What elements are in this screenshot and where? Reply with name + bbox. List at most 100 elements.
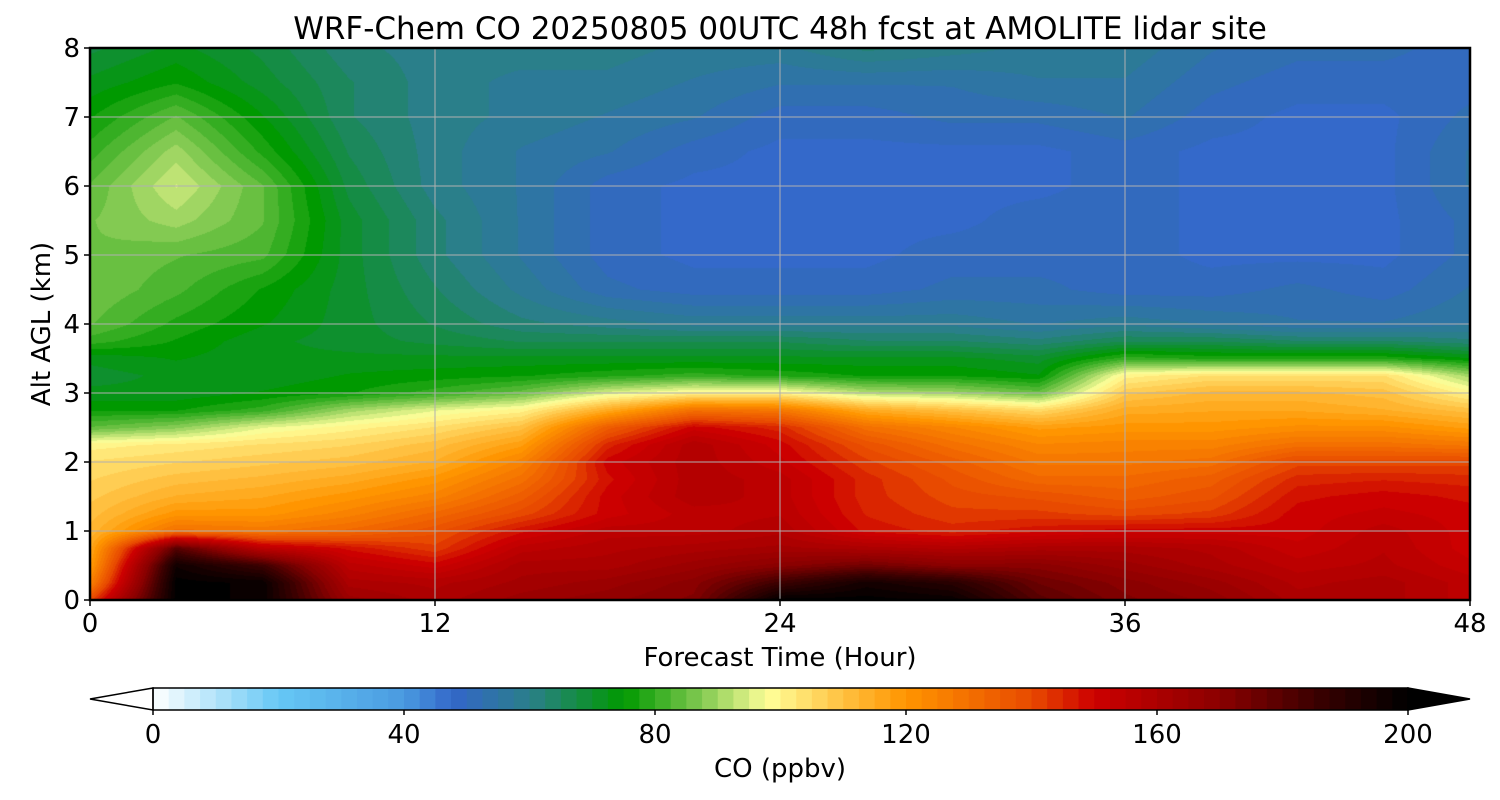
colorbar-swatch bbox=[592, 688, 609, 710]
colorbar-swatch bbox=[968, 688, 986, 710]
colorbar-swatch bbox=[388, 688, 405, 710]
y-axis-label: Alt AGL (km) bbox=[27, 242, 57, 406]
colorbar-swatch bbox=[733, 688, 750, 710]
colorbar-swatch bbox=[670, 688, 687, 710]
colorbar-swatch bbox=[215, 688, 233, 710]
colorbar-swatch bbox=[356, 688, 374, 710]
colorbar-swatch bbox=[1376, 688, 1393, 710]
colorbar-swatch bbox=[341, 688, 358, 710]
colorbar-swatch bbox=[890, 688, 907, 710]
x-tick-label: 36 bbox=[1108, 609, 1141, 639]
colorbar-swatch bbox=[1078, 688, 1095, 710]
colorbar-swatch bbox=[953, 688, 970, 710]
colorbar-swatch bbox=[1235, 688, 1252, 710]
colorbar-swatch bbox=[576, 688, 593, 710]
colorbar-swatch bbox=[1188, 688, 1205, 710]
colorbar-swatch bbox=[560, 688, 578, 710]
colorbar-swatch bbox=[1282, 688, 1299, 710]
colorbar-swatch bbox=[686, 688, 703, 710]
colorbar-swatch bbox=[906, 688, 923, 710]
colorbar-swatch bbox=[1047, 688, 1064, 710]
colorbar-swatch bbox=[858, 688, 876, 710]
colorbar-swatch bbox=[262, 688, 280, 710]
colorbar-swatch bbox=[1109, 688, 1127, 710]
colorbar-tick-label: 40 bbox=[387, 720, 420, 750]
colorbar-swatch bbox=[874, 688, 891, 710]
y-tick-label: 4 bbox=[63, 310, 80, 340]
colorbar-swatch bbox=[231, 688, 248, 710]
x-axis-label: Forecast Time (Hour) bbox=[643, 643, 916, 673]
y-tick-label: 7 bbox=[63, 103, 80, 133]
colorbar-swatch bbox=[984, 688, 1001, 710]
colorbar-swatch bbox=[717, 688, 735, 710]
x-tick-label: 48 bbox=[1453, 609, 1486, 639]
y-tick-label: 1 bbox=[63, 517, 80, 547]
colorbar-tick-label: 200 bbox=[1383, 720, 1433, 750]
colorbar-swatch bbox=[843, 688, 860, 710]
y-tick-label: 2 bbox=[63, 448, 80, 478]
colorbar-swatch bbox=[153, 688, 170, 710]
colorbar-swatch bbox=[1000, 688, 1017, 710]
colorbar-tick-label: 0 bbox=[145, 720, 162, 750]
colorbar-swatch bbox=[749, 688, 766, 710]
colorbar-swatch bbox=[513, 688, 531, 710]
colorbar-swatch bbox=[435, 688, 452, 710]
colorbar-tick-label: 80 bbox=[638, 720, 671, 750]
colorbar-tick-label: 160 bbox=[1132, 720, 1182, 750]
colorbar-swatch bbox=[1157, 688, 1174, 710]
colorbar-swatch bbox=[607, 688, 625, 710]
colorbar-swatch bbox=[1094, 688, 1111, 710]
colorbar-swatch bbox=[1298, 688, 1315, 710]
colorbar-swatch bbox=[278, 688, 295, 710]
colorbar-swatch bbox=[1204, 688, 1221, 710]
colorbar-swatch bbox=[168, 688, 185, 710]
colorbar-swatch bbox=[1141, 688, 1158, 710]
colorbar-swatch bbox=[451, 688, 468, 710]
colorbar-swatch bbox=[200, 688, 217, 710]
colorbar-swatch bbox=[1313, 688, 1331, 710]
y-tick-label: 8 bbox=[63, 34, 80, 64]
colorbar-swatch bbox=[184, 688, 201, 710]
colorbar-swatch bbox=[1360, 688, 1378, 710]
colorbar-swatch bbox=[921, 688, 938, 710]
colorbar-swatch bbox=[372, 688, 389, 710]
colorbar-swatch bbox=[1125, 688, 1142, 710]
colorbar-swatch bbox=[639, 688, 656, 710]
colorbar-swatch bbox=[498, 688, 515, 710]
colorbar-swatch bbox=[623, 688, 640, 710]
y-tick-label: 3 bbox=[63, 379, 80, 409]
colorbar-swatch bbox=[419, 688, 436, 710]
x-tick-label: 0 bbox=[82, 609, 99, 639]
colorbar-label: CO (ppbv) bbox=[714, 754, 846, 784]
colorbar-swatch bbox=[1345, 688, 1362, 710]
y-tick-label: 6 bbox=[63, 172, 80, 202]
colorbar-swatch bbox=[1015, 688, 1033, 710]
colorbar-swatch bbox=[247, 688, 264, 710]
colorbar-swatch bbox=[1031, 688, 1048, 710]
chart-title: WRF-Chem CO 20250805 00UTC 48h fcst at A… bbox=[293, 11, 1267, 47]
colorbar-swatch bbox=[796, 688, 813, 710]
colorbar-swatch bbox=[1251, 688, 1268, 710]
colorbar-swatch bbox=[937, 688, 954, 710]
colorbar-swatch bbox=[1172, 688, 1189, 710]
colorbar-swatch bbox=[1062, 688, 1080, 710]
colorbar-swatch bbox=[309, 688, 327, 710]
x-tick-label: 12 bbox=[418, 609, 451, 639]
colorbar-extend-min bbox=[89, 687, 154, 711]
colorbar: 0 40 80 120 160 200 bbox=[89, 687, 1471, 750]
colorbar-swatch bbox=[811, 688, 829, 710]
colorbar-swatch bbox=[1329, 688, 1346, 710]
x-tick-label: 24 bbox=[763, 609, 796, 639]
colorbar-swatch bbox=[482, 688, 499, 710]
colorbar-swatch bbox=[1266, 688, 1284, 710]
colorbar-swatch bbox=[764, 688, 782, 710]
y-tick-label: 0 bbox=[63, 586, 80, 616]
colorbar-swatch bbox=[545, 688, 562, 710]
colorbar-swatch bbox=[529, 688, 546, 710]
colorbar-swatch bbox=[466, 688, 484, 710]
colorbar-swatch bbox=[702, 688, 719, 710]
colorbar-swatch bbox=[1392, 688, 1409, 710]
colorbar-swatch bbox=[655, 688, 672, 710]
colorbar-swatch bbox=[404, 688, 421, 710]
